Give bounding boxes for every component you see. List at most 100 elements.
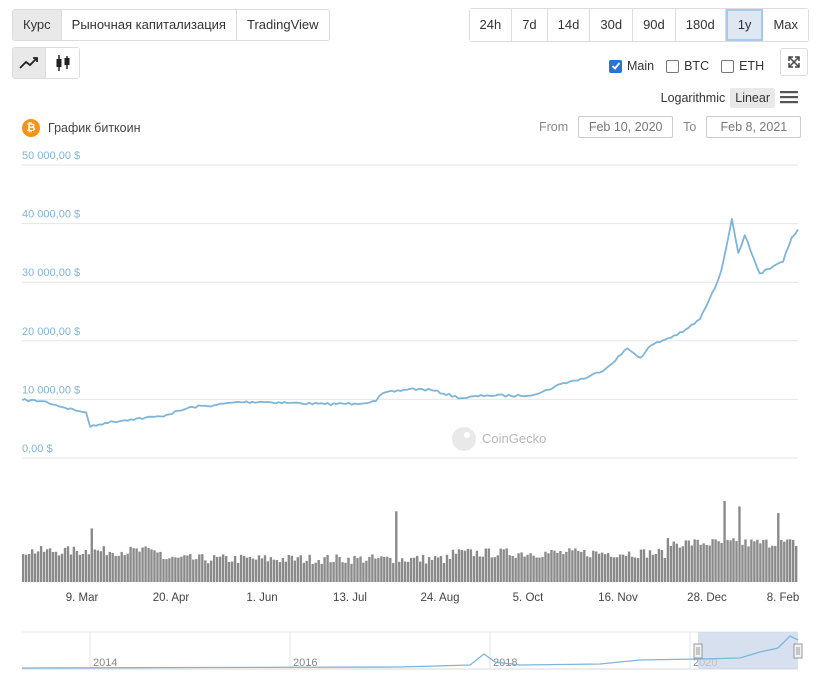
y-tick-label: 0,00 $ [22, 443, 53, 455]
volume-bar [33, 553, 37, 582]
volume-bar [783, 541, 786, 582]
volume-bar [290, 555, 293, 582]
volume-bar [147, 548, 150, 582]
volume-bar [633, 557, 637, 582]
x-tick-label: 16. Nov [598, 592, 638, 604]
coingecko-eye-icon [464, 432, 470, 438]
range-7d[interactable]: 7d [512, 9, 548, 41]
range-180d[interactable]: 180d [675, 9, 726, 41]
volume-bar [317, 560, 320, 582]
volume-bar [615, 557, 619, 582]
navigator-right-handle[interactable] [793, 643, 803, 659]
checkbox-icon[interactable] [721, 59, 735, 73]
volume-bar [511, 556, 514, 582]
volume-bar [421, 554, 425, 582]
volume-bar [589, 557, 592, 582]
volume-bar [627, 551, 631, 582]
scale-linear[interactable]: Linear [730, 88, 775, 108]
navigator-line [21, 635, 799, 669]
volume-bar [577, 550, 580, 582]
volume-bar [460, 550, 464, 582]
volume-bar [484, 548, 487, 582]
volume-bar [457, 549, 461, 582]
chart-menu-button[interactable] [780, 90, 798, 109]
volume-bar [126, 553, 129, 582]
volume-bar [607, 553, 610, 582]
toggle-eth[interactable]: ETH [721, 59, 764, 73]
volume-bar [341, 562, 344, 582]
volume-bar [651, 554, 655, 582]
tab-price[interactable]: Курс [13, 10, 62, 40]
tab-tradingview[interactable]: TradingView [236, 10, 329, 40]
y-tick-label: 40 000,00 $ [22, 209, 80, 221]
volume-bar [96, 550, 99, 582]
volume-bar [610, 556, 613, 582]
volume-bar [407, 561, 410, 582]
volume-bar [735, 541, 738, 582]
price-line [21, 217, 799, 428]
volume-bar [574, 548, 577, 582]
range-14d[interactable]: 14d [547, 9, 591, 41]
volume-bar [550, 549, 553, 582]
volume-bar [430, 559, 434, 582]
line-chart-button[interactable] [13, 48, 46, 78]
line-chart-icon [19, 57, 38, 69]
fullscreen-button[interactable] [780, 48, 808, 76]
to-date-input[interactable]: Feb 8, 2021 [706, 116, 802, 138]
range-1y[interactable]: 1y [725, 9, 764, 41]
checkbox-icon[interactable] [666, 59, 680, 73]
volume-bar [565, 551, 568, 582]
from-label: From [539, 120, 569, 134]
volume-bar [687, 540, 690, 582]
volume-bar [439, 556, 443, 582]
volume-bar [28, 554, 31, 582]
range-30d[interactable]: 30d [590, 9, 634, 41]
volume-bar [771, 545, 774, 582]
volume-bar [102, 546, 105, 582]
volume-bar [335, 554, 338, 582]
bitcoin-icon: ₿ [22, 119, 40, 137]
x-tick-label: 9. Mar [66, 592, 99, 604]
scale-logarithmic[interactable]: Logarithmic [660, 91, 726, 105]
volume-bar [526, 554, 529, 582]
volume-bar [296, 557, 299, 582]
range-max[interactable]: Max [763, 9, 808, 41]
volume-bar [90, 528, 93, 582]
volume-bar [230, 561, 234, 582]
volume-bar [251, 558, 255, 582]
volume-bar [750, 539, 753, 582]
candlestick-chart-button[interactable] [46, 48, 79, 78]
navigator-left-handle[interactable] [693, 643, 703, 659]
volume-bar [595, 551, 598, 582]
volume-bar [416, 555, 419, 582]
volume-bar [666, 538, 670, 582]
volume-bar [759, 543, 762, 582]
expand-icon [788, 56, 800, 68]
volume-bar [257, 555, 261, 582]
x-tick-label: 24. Aug [420, 592, 459, 604]
volume-bar [639, 549, 643, 582]
volume-bar [338, 557, 341, 582]
handle-grip-icon [793, 643, 803, 659]
volume-bar [326, 555, 329, 582]
toggle-btc[interactable]: BTC [666, 59, 709, 73]
volume-bar [75, 550, 79, 582]
volume-bar [207, 563, 210, 582]
volume-bar [293, 560, 296, 582]
toggle-main[interactable]: Main [609, 59, 654, 73]
volume-bar [108, 551, 111, 582]
volume-bar [93, 549, 96, 582]
volume-bar [493, 557, 496, 582]
from-date-input[interactable]: Feb 10, 2020 [578, 116, 674, 138]
volume-bar [660, 550, 664, 582]
toggle-eth-label: ETH [739, 59, 765, 73]
volume-bar [502, 549, 505, 582]
range-90d[interactable]: 90d [633, 9, 676, 41]
checkbox-checked-icon[interactable] [609, 59, 622, 73]
volume-bar [272, 559, 276, 582]
volume-bar [789, 539, 792, 582]
tab-market-cap[interactable]: Рыночная капитализация [61, 10, 237, 40]
hamburger-icon [780, 91, 798, 104]
volume-bar [180, 556, 183, 582]
range-24h[interactable]: 24h [469, 9, 513, 41]
